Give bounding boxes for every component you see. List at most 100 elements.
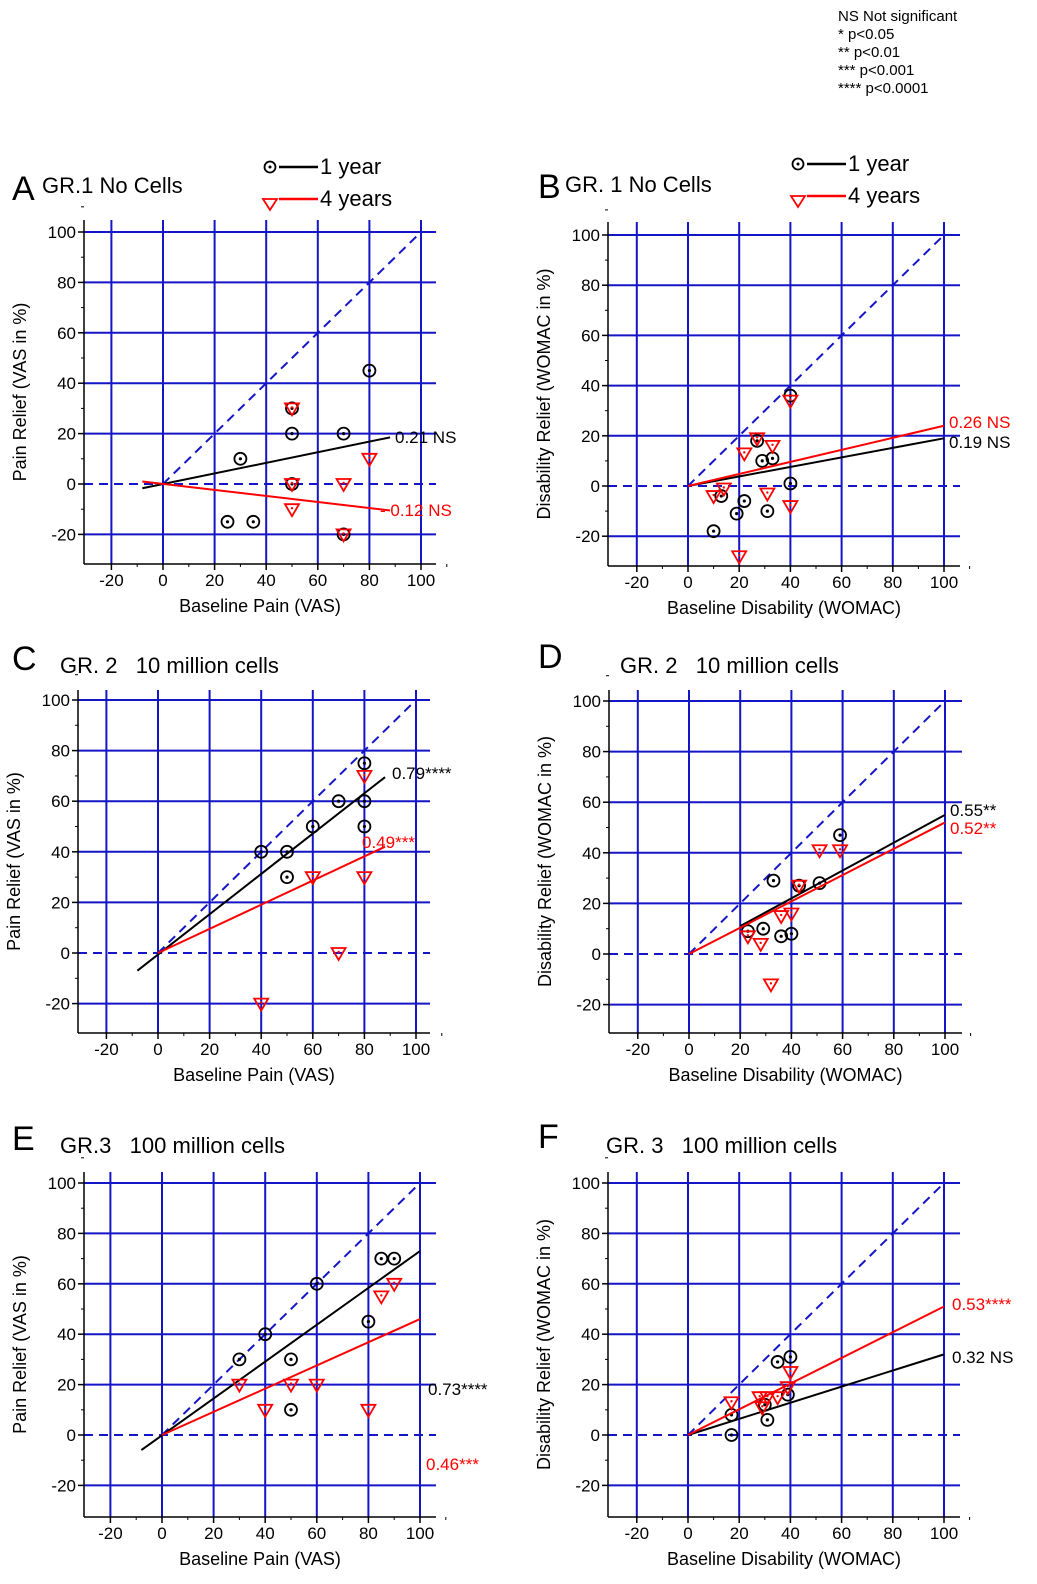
data-point-center [776, 1360, 780, 1364]
data-point-center [817, 881, 822, 885]
data-point-center [758, 1395, 761, 1398]
y-tick-label: 40 [582, 844, 601, 863]
data-point-triangle [758, 1391, 776, 1406]
data-point-center [779, 913, 783, 917]
data-point-center [251, 520, 255, 524]
data-point-triangle [758, 487, 776, 503]
data-point-triangle [748, 432, 766, 448]
data-point-center [315, 1382, 318, 1385]
legend-marker-triangle [261, 198, 279, 212]
data-point-circle [284, 1352, 298, 1367]
data-point-triangle [782, 907, 800, 923]
data-point-center [264, 1407, 267, 1411]
data-point-center [238, 457, 242, 461]
fit-label: 0.26 NS [949, 413, 1010, 432]
data-point-circle [755, 453, 770, 468]
x-tick-label: 80 [355, 1040, 374, 1059]
data-point-triangle [753, 1401, 771, 1417]
y-tick-label: 0 [61, 944, 70, 963]
series-1-year: 0.55** [739, 801, 997, 944]
y-tick-label: 100 [573, 692, 601, 711]
data-point-center [770, 456, 775, 460]
data-point-circle [258, 1327, 273, 1342]
series-4-years: 0.26 NS [687, 394, 1010, 566]
legend-label: 1 year [320, 154, 381, 179]
panel-title: GR.3 100 million cells [60, 1133, 285, 1158]
x-tick-label: -20 [626, 1040, 651, 1059]
data-point-center [779, 934, 783, 938]
x-tick-label: 0 [683, 1524, 692, 1543]
data-point-center [712, 493, 715, 497]
data-point-center [759, 941, 762, 945]
data-point-center [379, 1257, 383, 1261]
y-tick-label: 80 [582, 743, 601, 762]
data-point-center [362, 824, 366, 829]
x-tick-label: 80 [883, 573, 902, 592]
data-point-triangle [705, 490, 723, 505]
fit-label: 0.53**** [952, 1295, 1012, 1314]
fit-label: 0.21 NS [395, 428, 456, 447]
x-tick-label: 0 [153, 1040, 162, 1059]
data-point-triangle [230, 1378, 248, 1394]
data-point-center [366, 1320, 370, 1324]
fit-line [161, 1318, 421, 1436]
y-tick-label: 20 [581, 1376, 600, 1395]
data-point-center [738, 554, 741, 557]
y-tick-label: 40 [51, 843, 70, 862]
data-point-triangle [385, 1277, 403, 1293]
data-point-circle [357, 756, 372, 771]
data-point-center [760, 459, 764, 463]
x-tick-label: -20 [94, 1040, 119, 1059]
data-point-circle [783, 1349, 798, 1364]
data-point-center [363, 773, 366, 777]
x-tick-label: 0 [683, 573, 692, 592]
y-tick-label: -20 [51, 1476, 76, 1495]
x-tick-label: 20 [731, 1040, 750, 1059]
data-point-triangle [335, 478, 353, 493]
data-point-center [712, 529, 716, 533]
x-tick-label: 0 [158, 571, 167, 590]
y-tick-label: 0 [591, 1426, 600, 1445]
data-point-circle [336, 426, 351, 441]
data-point-center [771, 443, 774, 447]
fit-line [142, 480, 391, 512]
y-tick-label: 20 [57, 1376, 76, 1395]
data-point-triangle [722, 1396, 741, 1412]
data-point-triangle [355, 871, 373, 886]
y-axis-title: Disability Relief (WOMAC in %) [534, 268, 554, 519]
data-point-center [761, 927, 765, 931]
data-point-circle [362, 363, 377, 378]
sig-legend-line: *** p<0.001 [838, 62, 915, 79]
series-legend: 1 year 4 years [789, 151, 920, 209]
x-tick-label: 100 [406, 1524, 434, 1543]
data-point-center [790, 911, 793, 914]
sig-legend-line: ** p<0.01 [838, 44, 901, 61]
chart-panel-b: -20 0 20 40 60 80 100 -20 0 20 40 60 80 100 Baseline D… [534, 151, 1010, 618]
x-tick-label: 100 [931, 1040, 959, 1059]
x-axis-title: Baseline Disability (WOMAC) [667, 1549, 901, 1569]
data-point-center [311, 824, 315, 829]
fit-label: 0.52** [950, 819, 997, 838]
data-point-center [743, 451, 746, 454]
data-point-circle [729, 506, 744, 521]
y-tick-label: 60 [57, 324, 76, 343]
data-point-center [776, 1395, 779, 1398]
data-point-center [337, 799, 341, 803]
y-tick-label: 100 [572, 226, 600, 245]
x-tick-label: 40 [256, 1524, 275, 1543]
identity-line [157, 699, 417, 954]
y-tick-label: 80 [57, 273, 76, 292]
x-tick-label: 80 [359, 1524, 378, 1543]
data-point-triangle [730, 550, 748, 566]
data-point-circle [233, 451, 248, 466]
x-tick-label: 20 [730, 573, 749, 592]
y-tick-label: 60 [581, 326, 600, 345]
chart-panel-d: -20 0 20 40 60 80 100 -20 0 20 40 60 80 100 Baseline D… [535, 638, 997, 1085]
x-tick-label: -20 [98, 1524, 123, 1543]
data-point-triangle [752, 937, 770, 953]
data-point-triangle [304, 871, 322, 886]
y-tick-label: 20 [581, 427, 600, 446]
data-point-triangle [779, 1381, 797, 1396]
y-tick-label: 40 [57, 374, 76, 393]
